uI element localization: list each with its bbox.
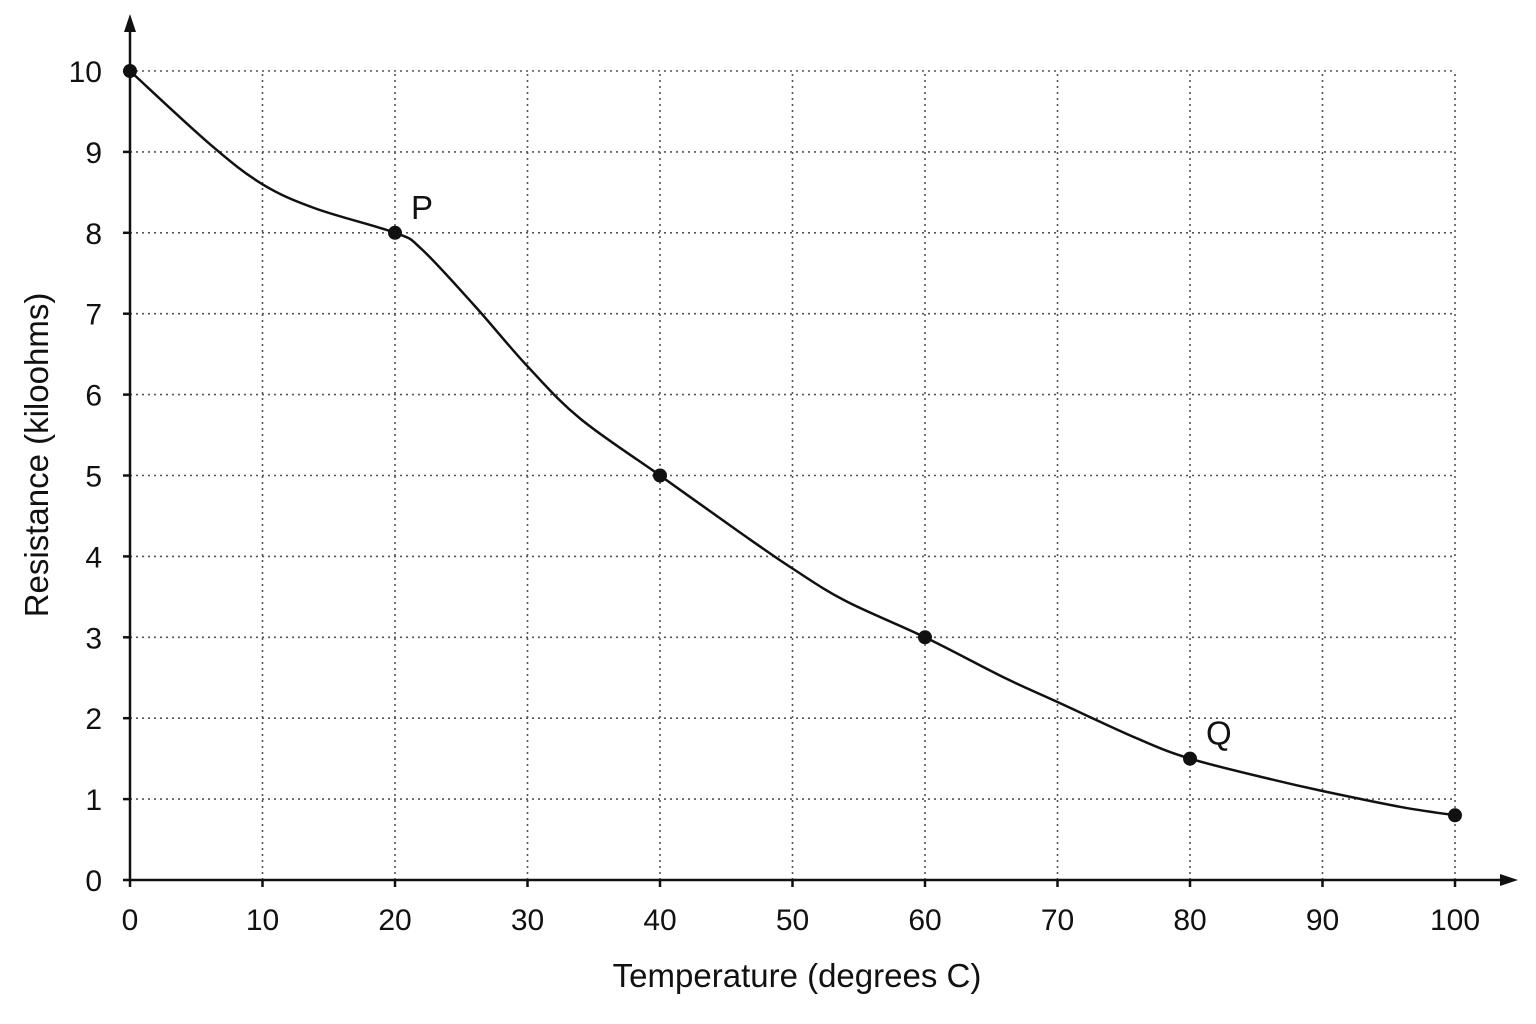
x-tick-label: 90 <box>1306 904 1339 937</box>
y-axis-title: Resistance (kiloohms) <box>18 293 55 618</box>
data-point <box>1183 751 1197 766</box>
data-point <box>918 630 932 645</box>
data-point <box>1448 808 1462 823</box>
x-tick-label: 40 <box>643 904 676 937</box>
data-point <box>388 225 402 240</box>
x-tick-label: 50 <box>776 904 809 937</box>
data-point <box>123 64 137 78</box>
x-tick-label: 20 <box>378 904 411 937</box>
y-tick-label: 3 <box>85 622 102 655</box>
x-axis-title: Temperature (degrees C) <box>613 957 982 994</box>
x-axis-arrow <box>1500 874 1518 886</box>
tick-labels: 0 10 20 30 40 50 60 70 80 90 100 0 1 2 3 4 5 6 7 8 9 10 <box>69 56 1480 937</box>
point-label: Q <box>1206 715 1232 752</box>
x-tick-label: 100 <box>1430 904 1480 937</box>
y-tick-label: 1 <box>85 784 102 817</box>
y-tick-label: 2 <box>85 703 102 736</box>
y-tick-label: 5 <box>85 461 102 494</box>
axes <box>123 14 1518 887</box>
x-tick-label: 80 <box>1173 904 1206 937</box>
y-tick-label: 4 <box>85 541 102 574</box>
x-tick-label: 70 <box>1041 904 1074 937</box>
point-label: P <box>411 189 433 226</box>
y-tick-label: 7 <box>85 299 102 332</box>
y-axis-arrow <box>124 14 136 32</box>
y-tick-label: 0 <box>85 865 102 898</box>
y-tick-label: 8 <box>85 218 102 251</box>
x-tick-label: 10 <box>246 904 279 937</box>
y-tick-label: 10 <box>69 56 102 89</box>
x-tick-label: 30 <box>511 904 544 937</box>
y-tick-label: 6 <box>85 380 102 413</box>
y-tick-label: 9 <box>85 137 102 170</box>
data-point <box>653 468 667 483</box>
series-curve <box>129 70 1456 817</box>
series: PQ <box>123 64 1462 823</box>
x-tick-label: 60 <box>908 904 941 937</box>
x-tick-label: 0 <box>122 904 139 937</box>
grid <box>130 70 1456 880</box>
